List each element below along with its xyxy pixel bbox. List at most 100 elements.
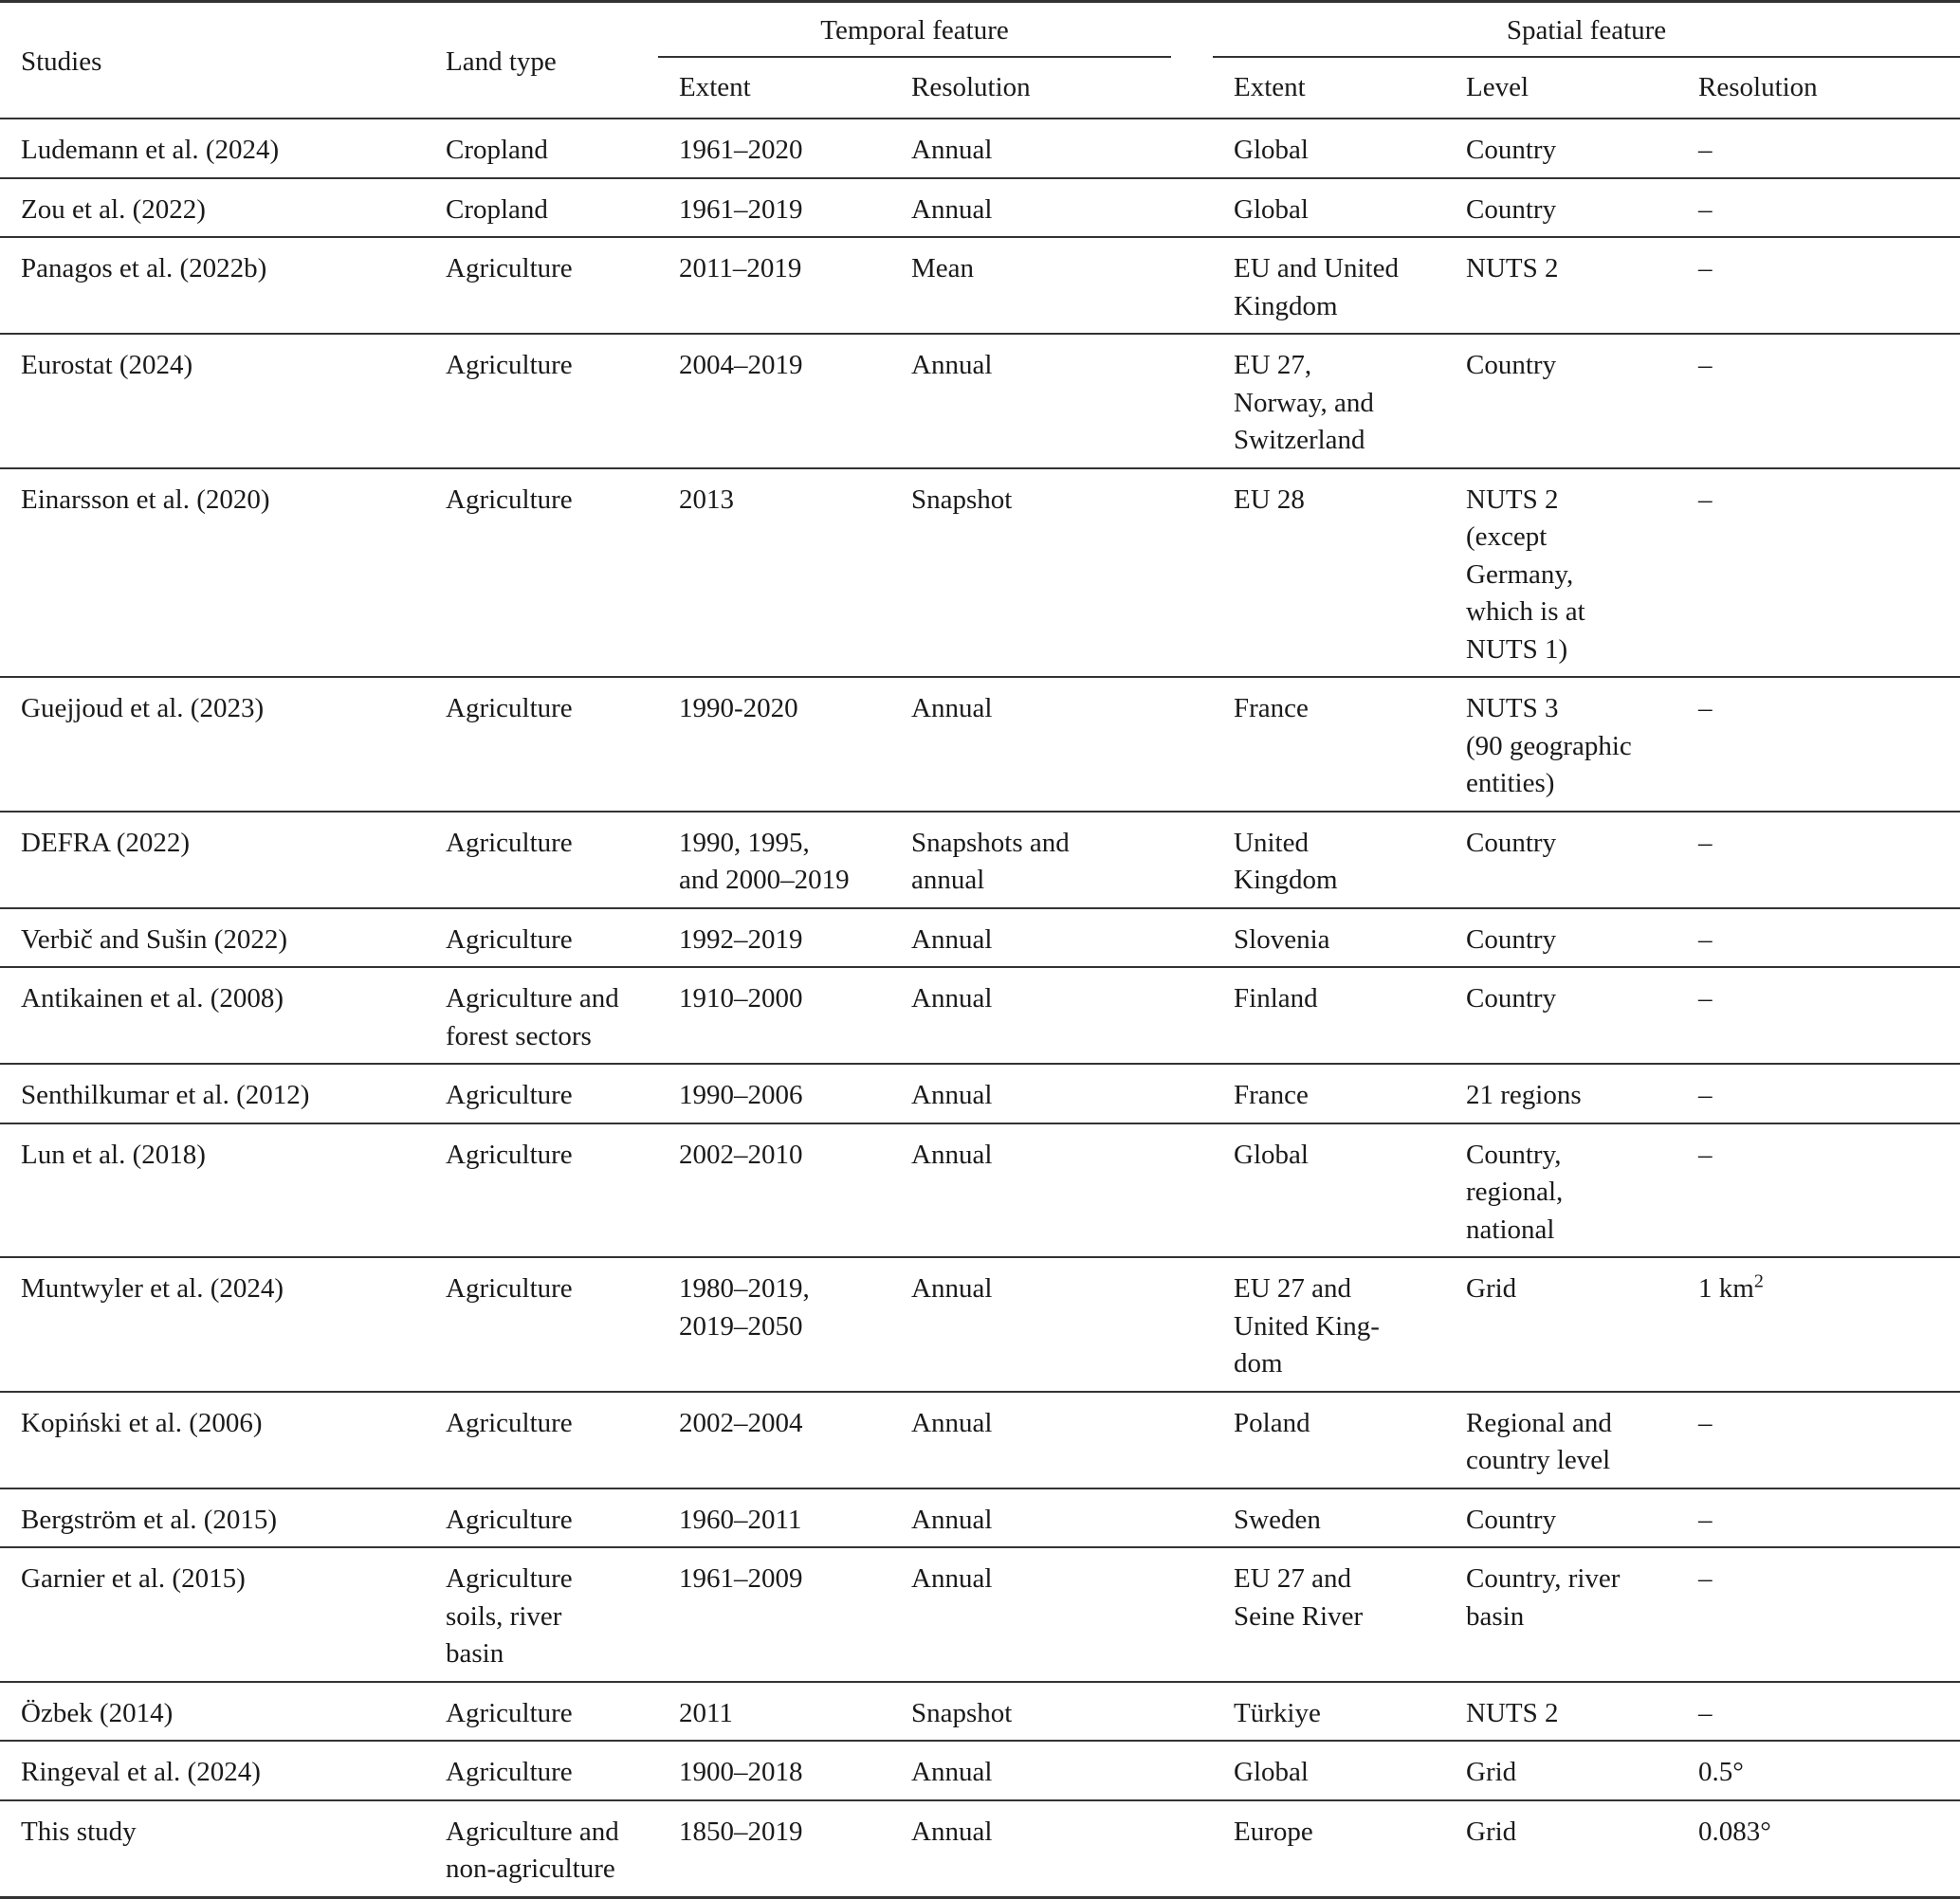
cell-spatial-extent: EU 27, Norway, and Switzerland — [1213, 334, 1445, 468]
table-row: Zou et al. (2022) Cropland 1961–2019 Annual… — [0, 177, 1960, 238]
table-row: Senthilkumar et al. (2012) Agriculture 199… — [0, 1064, 1960, 1123]
header-spatial-feature: Spatial feature — [1213, 2, 1960, 58]
spatial-level-text: 21 regions — [1466, 1080, 1582, 1110]
table-row: Ludemann et al. (2024) Cropland 1961–2020 A… — [0, 119, 1960, 178]
cell-temporal-extent: 1961–2019 — [658, 178, 890, 238]
table-row: Einarsson et al. (2020) Agriculture 2013 Sn… — [0, 467, 1960, 678]
cell-study: Ringeval et al. (2024) — [0, 1741, 425, 1800]
cell-spatial-level: 21 regions — [1445, 1064, 1677, 1123]
land-type-text: Agriculture — [446, 1757, 573, 1787]
land-type-text: Cropland — [446, 135, 548, 165]
cell-temporal-resolution: Snapshots and annual — [890, 812, 1213, 908]
table-row: This study Agriculture and non-agricultur… — [0, 1799, 1960, 1898]
cell-spatial-level: Regional and country level — [1445, 1392, 1677, 1488]
cell-land-type: Agriculture — [425, 1741, 658, 1800]
spatial-resolution-text: – — [1698, 827, 1713, 858]
table-row: Kopiński et al. (2006) Agriculture 2002–20… — [0, 1391, 1960, 1488]
spatial-resolution-text: – — [1698, 193, 1713, 225]
spatial-resolution-text: – — [1698, 1563, 1713, 1594]
cell-temporal-extent: 2013 — [658, 468, 890, 678]
temporal-extent-text: 2002–2004 — [679, 1407, 803, 1438]
cell-temporal-resolution: Annual — [890, 119, 1213, 178]
cell-spatial-level: Grid — [1445, 1741, 1677, 1800]
cell-temporal-extent: 1961–2009 — [658, 1547, 890, 1682]
spatial-extent-text: Slovenia — [1234, 923, 1330, 955]
temporal-extent-text: 2011–2019 — [679, 253, 802, 283]
cell-spatial-level: Country — [1445, 1488, 1677, 1548]
spatial-extent-text: Global — [1234, 135, 1309, 165]
spatial-feature-label: Spatial feature — [1213, 3, 1960, 58]
spatial-level-text: Country — [1466, 1504, 1557, 1535]
table-row: Lun et al. (2018) Agriculture 2002–2010 Ann… — [0, 1123, 1960, 1258]
cell-temporal-extent: 1910–2000 — [658, 967, 890, 1064]
spatial-level-text: Country, regional, national — [1466, 1139, 1564, 1245]
spatial-level-text: NUTS 2 — [1466, 1697, 1559, 1728]
cell-spatial-extent: Türkiye — [1213, 1682, 1445, 1742]
study-text: DEFRA (2022) — [21, 827, 191, 858]
temporal-resolution-text: Annual — [911, 1080, 993, 1110]
cell-temporal-extent: 2004–2019 — [658, 334, 890, 468]
cell-spatial-level: Country — [1445, 178, 1677, 238]
temporal-extent-text: 1900–2018 — [679, 1757, 803, 1787]
cell-spatial-resolution: – — [1677, 967, 1960, 1064]
land-type-text: Cropland — [446, 193, 548, 225]
temporal-resolution-text: Annual — [911, 1504, 993, 1535]
cell-spatial-extent: EU 28 — [1213, 468, 1445, 678]
cell-spatial-level: Country, regional, national — [1445, 1123, 1677, 1258]
land-type-text: Agriculture — [446, 693, 573, 723]
cell-spatial-extent: France — [1213, 677, 1445, 812]
cell-temporal-resolution: Annual — [890, 1800, 1213, 1898]
table-row: Özbek (2014) Agriculture 2011 Snapshot Türki… — [0, 1681, 1960, 1742]
header-temporal-feature: Temporal feature — [658, 2, 1213, 58]
cell-spatial-level: Country — [1445, 334, 1677, 468]
cell-temporal-extent: 1990, 1995, and 2000–2019 — [658, 812, 890, 908]
cell-spatial-resolution: – — [1677, 1123, 1960, 1258]
cell-land-type: Cropland — [425, 178, 658, 238]
cell-temporal-resolution: Annual — [890, 1488, 1213, 1548]
temporal-resolution-text: Annual — [911, 1407, 993, 1438]
spatial-resolution-text: – — [1698, 484, 1713, 515]
table-row: Eurostat (2024) Agriculture 2004–2019 Annua… — [0, 334, 1960, 468]
cell-temporal-extent: 1960–2011 — [658, 1488, 890, 1548]
land-type-text: Agriculture — [446, 1407, 573, 1438]
header-spatial-level: Level — [1466, 71, 1530, 102]
spatial-extent-text: Poland — [1234, 1407, 1310, 1438]
table-row: Ringeval et al. (2024) Agriculture 1900–20… — [0, 1741, 1960, 1800]
cell-spatial-level: Country — [1445, 119, 1677, 178]
spatial-resolution-text: – — [1698, 1139, 1713, 1170]
study-text: Bergström et al. (2015) — [21, 1504, 278, 1535]
cell-spatial-resolution: 1 km2 — [1677, 1257, 1960, 1392]
spatial-resolution-text: – — [1698, 253, 1713, 283]
cell-temporal-resolution: Mean — [890, 237, 1213, 334]
cell-spatial-extent: Global — [1213, 119, 1445, 178]
cell-spatial-resolution: – — [1677, 908, 1960, 968]
temporal-extent-text: 1850–2019 — [679, 1816, 803, 1847]
cell-study: Senthilkumar et al. (2012) — [0, 1064, 425, 1123]
table-row: Antikainen et al. (2008) Agriculture and … — [0, 967, 1960, 1064]
cell-temporal-extent: 1980–2019, 2019–2050 — [658, 1257, 890, 1392]
cell-land-type: Agriculture — [425, 812, 658, 908]
temporal-extent-text: 1980–2019, 2019–2050 — [679, 1273, 810, 1342]
spatial-resolution-text: – — [1698, 1697, 1713, 1728]
cell-temporal-resolution: Annual — [890, 178, 1213, 238]
cell-study: Lun et al. (2018) — [0, 1123, 425, 1258]
cell-spatial-resolution: – — [1677, 334, 1960, 468]
cell-spatial-level: Country — [1445, 967, 1677, 1064]
temporal-extent-text: 1960–2011 — [679, 1504, 802, 1535]
temporal-resolution-text: Annual — [911, 1757, 993, 1787]
cell-spatial-level: Grid — [1445, 1257, 1677, 1392]
cell-spatial-extent: EU 27 and United King- dom — [1213, 1257, 1445, 1392]
cell-temporal-resolution: Annual — [890, 1064, 1213, 1123]
cell-land-type: Agriculture — [425, 1064, 658, 1123]
temporal-extent-text: 1961–2020 — [679, 135, 803, 165]
temporal-resolution-text: Annual — [911, 350, 993, 380]
study-text: Garnier et al. (2015) — [21, 1563, 246, 1594]
land-type-text: Agriculture and non-agriculture — [446, 1816, 619, 1885]
study-text: Guejjoud et al. (2023) — [21, 693, 265, 723]
spatial-extent-text: Global — [1234, 193, 1309, 225]
land-type-text: Agriculture — [446, 253, 573, 283]
land-type-text: Agriculture — [446, 484, 573, 515]
spatial-extent-text: France — [1234, 1080, 1309, 1110]
spatial-extent-text: EU 28 — [1234, 484, 1305, 515]
cell-spatial-resolution: – — [1677, 119, 1960, 178]
